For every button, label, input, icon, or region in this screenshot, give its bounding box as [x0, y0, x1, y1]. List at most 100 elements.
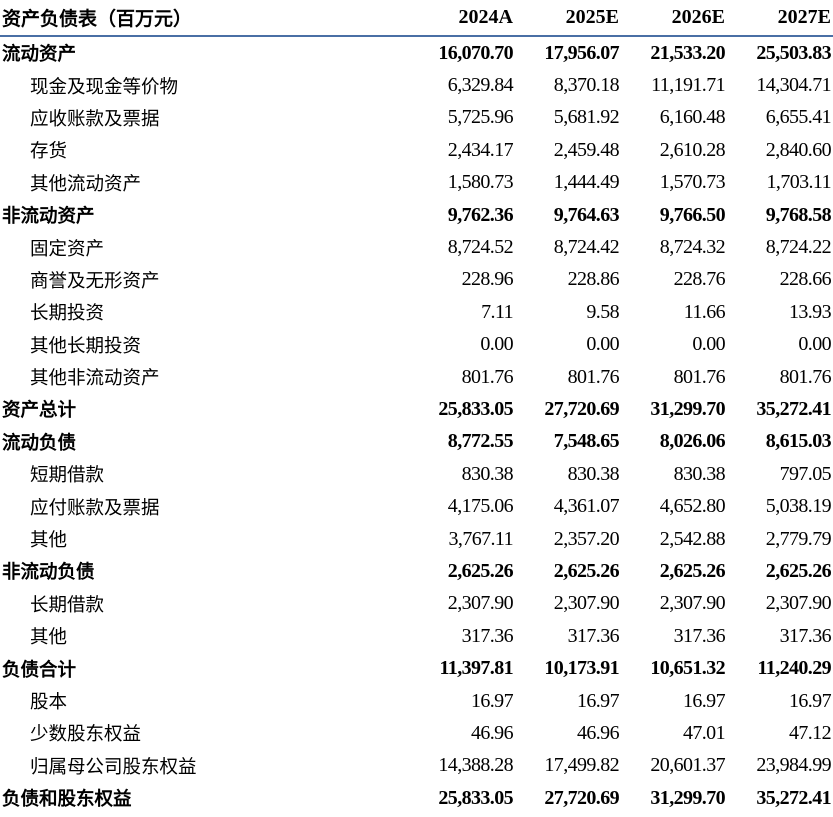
row-value: 2,610.28 — [659, 138, 726, 161]
row-value: 7.11 — [481, 300, 513, 323]
table-row: 其他 3,767.11 2,357.20 2,542.88 2,779.79 — [0, 523, 833, 555]
row-value: 11.66 — [683, 300, 726, 323]
section-row: 流动资产 16,070.70 17,956.07 21,533.20 25,503.83 — [0, 36, 833, 69]
header-row: 资产负债表（百万元） 2024A 2025E 2026E 2027E — [0, 0, 833, 37]
table-row: 应付账款及票据 4,175.06 4,361.07 4,652.80 5,038.19 — [0, 490, 833, 522]
row-value: 2,840.60 — [765, 138, 832, 161]
row-label: 存货 — [30, 141, 68, 163]
row-value: 317.36 — [461, 624, 514, 647]
row-label: 其他 — [30, 530, 68, 552]
row-value: 801.76 — [673, 365, 726, 388]
row-value: 2,357.20 — [553, 527, 620, 550]
row-value: 25,833.05 — [438, 786, 513, 809]
table-title: 资产负债表（百万元） — [0, 0, 409, 37]
row-value: 8,724.42 — [553, 236, 620, 259]
row-value: 2,625.26 — [659, 559, 726, 582]
section-row: 非流动负债 2,625.26 2,625.26 2,625.26 2,625.26 — [0, 555, 833, 587]
row-label: 商誉及无形资产 — [30, 270, 160, 292]
row-label: 流动负债 — [2, 432, 77, 454]
row-value: 2,307.90 — [553, 592, 620, 615]
table-row: 长期借款 2,307.90 2,307.90 2,307.90 2,307.90 — [0, 588, 833, 620]
row-value: 5,038.19 — [765, 495, 832, 518]
row-value: 2,625.26 — [447, 559, 514, 582]
row-label: 非流动资产 — [2, 206, 95, 228]
row-value: 228.96 — [461, 268, 514, 291]
row-value: 4,361.07 — [553, 495, 620, 518]
row-value: 3,767.11 — [448, 527, 514, 550]
row-value: 25,503.83 — [756, 41, 831, 64]
row-value: 8,724.22 — [765, 236, 832, 259]
row-value: 6,329.84 — [447, 74, 514, 97]
row-value: 16.97 — [470, 689, 514, 712]
row-label: 应收账款及票据 — [30, 108, 160, 130]
row-value: 17,956.07 — [544, 41, 619, 64]
table-row: 股本 16.97 16.97 16.97 16.97 — [0, 685, 833, 717]
row-value: 16.97 — [788, 689, 832, 712]
row-value: 2,307.90 — [765, 592, 832, 615]
row-value: 16.97 — [576, 689, 620, 712]
row-label: 现金及现金等价物 — [30, 76, 179, 98]
row-value: 801.76 — [567, 365, 620, 388]
row-value: 801.76 — [461, 365, 514, 388]
table-row: 长期投资 7.11 9.58 11.66 13.93 — [0, 296, 833, 328]
row-label: 其他长期投资 — [30, 335, 142, 357]
row-value: 21,533.20 — [650, 41, 725, 64]
row-value: 11,397.81 — [439, 657, 514, 680]
row-value: 8,772.55 — [447, 430, 514, 453]
row-value: 0.00 — [480, 333, 513, 356]
row-value: 8,370.18 — [553, 74, 620, 97]
row-value: 2,625.26 — [765, 559, 832, 582]
row-value: 23,984.99 — [756, 754, 831, 777]
row-label: 负债合计 — [2, 659, 77, 681]
row-value: 8,724.52 — [447, 236, 514, 259]
table-row: 短期借款 830.38 830.38 830.38 797.05 — [0, 458, 833, 490]
row-value: 9.58 — [586, 300, 619, 323]
row-value: 830.38 — [461, 462, 514, 485]
row-value: 2,307.90 — [659, 592, 726, 615]
row-value: 317.36 — [779, 624, 832, 647]
row-value: 2,434.17 — [447, 138, 514, 161]
row-value: 0.00 — [798, 333, 831, 356]
row-label: 非流动负债 — [2, 562, 95, 584]
row-value: 228.76 — [673, 268, 726, 291]
row-value: 6,160.48 — [659, 106, 726, 129]
row-value: 9,766.50 — [659, 203, 726, 226]
section-row: 负债合计 11,397.81 10,173.91 10,651.32 11,240.29 — [0, 652, 833, 684]
row-value: 2,542.88 — [659, 527, 726, 550]
row-value: 46.96 — [576, 721, 620, 744]
row-value: 830.38 — [673, 462, 726, 485]
table-row: 存货 2,434.17 2,459.48 2,610.28 2,840.60 — [0, 134, 833, 166]
section-row: 非流动资产 9,762.36 9,764.63 9,766.50 9,768.58 — [0, 199, 833, 231]
table-row: 其他长期投资 0.00 0.00 0.00 0.00 — [0, 329, 833, 361]
row-label: 长期借款 — [30, 594, 105, 616]
row-value: 9,764.63 — [553, 203, 620, 226]
row-value: 27,720.69 — [544, 786, 619, 809]
row-label: 负债和股东权益 — [2, 789, 132, 811]
row-label: 其他非流动资产 — [30, 368, 160, 390]
row-value: 31,299.70 — [650, 786, 725, 809]
row-value: 47.01 — [682, 721, 726, 744]
row-label: 其他流动资产 — [30, 173, 142, 195]
table-row: 其他流动资产 1,580.73 1,444.49 1,570.73 1,703.11 — [0, 167, 833, 199]
row-label: 归属母公司股东权益 — [30, 756, 197, 778]
row-value: 17,499.82 — [544, 754, 619, 777]
row-value: 830.38 — [567, 462, 620, 485]
table-row: 固定资产 8,724.52 8,724.42 8,724.32 8,724.22 — [0, 231, 833, 263]
row-value: 20,601.37 — [650, 754, 725, 777]
row-value: 1,570.73 — [659, 171, 726, 194]
row-value: 16,070.70 — [438, 41, 513, 64]
section-row: 流动负债 8,772.55 7,548.65 8,026.06 8,615.03 — [0, 426, 833, 458]
row-value: 1,444.49 — [553, 171, 620, 194]
row-value: 9,762.36 — [447, 203, 514, 226]
row-value: 228.66 — [779, 268, 832, 291]
section-row: 负债和股东权益 25,833.05 27,720.69 31,299.70 35,272… — [0, 782, 833, 814]
table-row: 应收账款及票据 5,725.96 5,681.92 6,160.48 6,655.41 — [0, 102, 833, 134]
table-body: 流动资产 16,070.70 17,956.07 21,533.20 25,503.83… — [0, 36, 833, 814]
table-row: 其他 317.36 317.36 317.36 317.36 — [0, 620, 833, 652]
row-value: 35,272.41 — [756, 397, 831, 420]
table-row: 少数股东权益 46.96 46.96 47.01 47.12 — [0, 717, 833, 749]
row-value: 7,548.65 — [553, 430, 620, 453]
row-value: 317.36 — [673, 624, 726, 647]
